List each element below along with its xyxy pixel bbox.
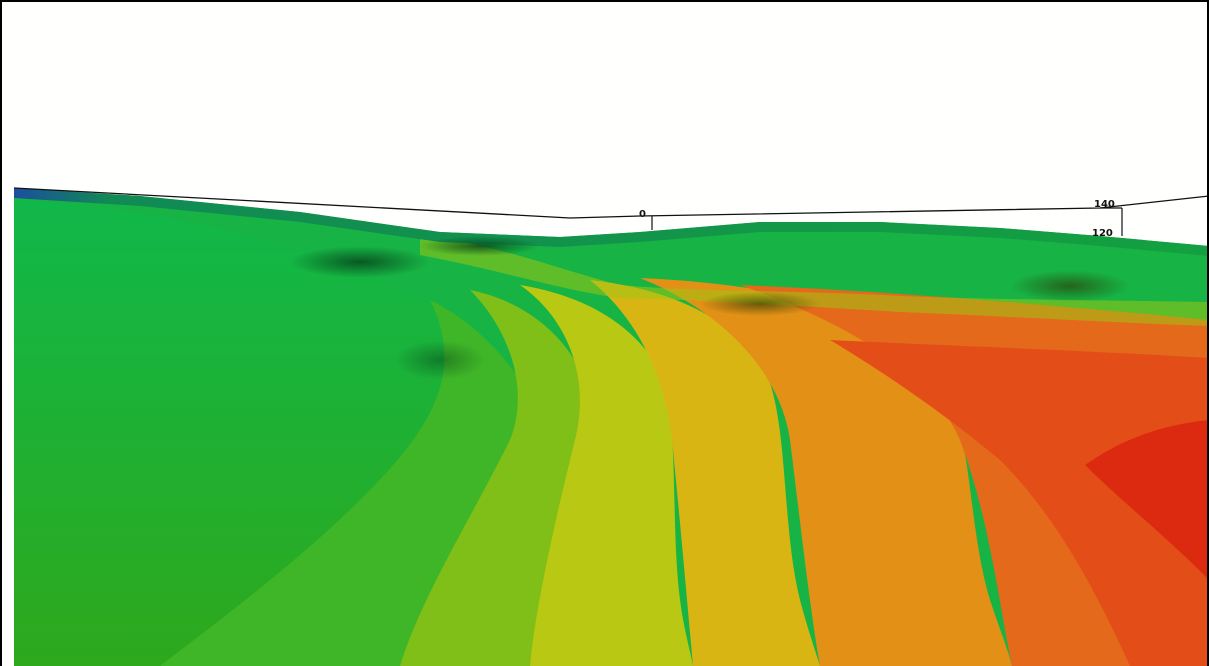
surface-band-8: [830, 340, 1209, 666]
shadow-right-ridge: [1010, 270, 1130, 302]
bounding-box-top-line: [13, 187, 1209, 219]
surface-band-4: [520, 285, 693, 666]
surface-band-2: [160, 300, 522, 666]
surface-band-1: [14, 200, 503, 666]
shadow-ridge-left: [290, 246, 430, 278]
axis-tick-label-right-bottom: 120: [1092, 228, 1113, 239]
surface-band-3: [400, 290, 582, 666]
horizon-rim: [14, 188, 1209, 256]
shadow-saddle: [700, 292, 820, 316]
surface-band-5: [590, 280, 820, 666]
surface-ridge-band: [420, 235, 1209, 326]
surface-band-9: [1085, 420, 1209, 580]
shadow-ridge-mid: [420, 236, 540, 256]
axis-tick-label-mid: 0: [639, 209, 646, 220]
axis-tick-label-right-top: 140: [1094, 199, 1115, 210]
shadow-valley: [395, 340, 485, 380]
